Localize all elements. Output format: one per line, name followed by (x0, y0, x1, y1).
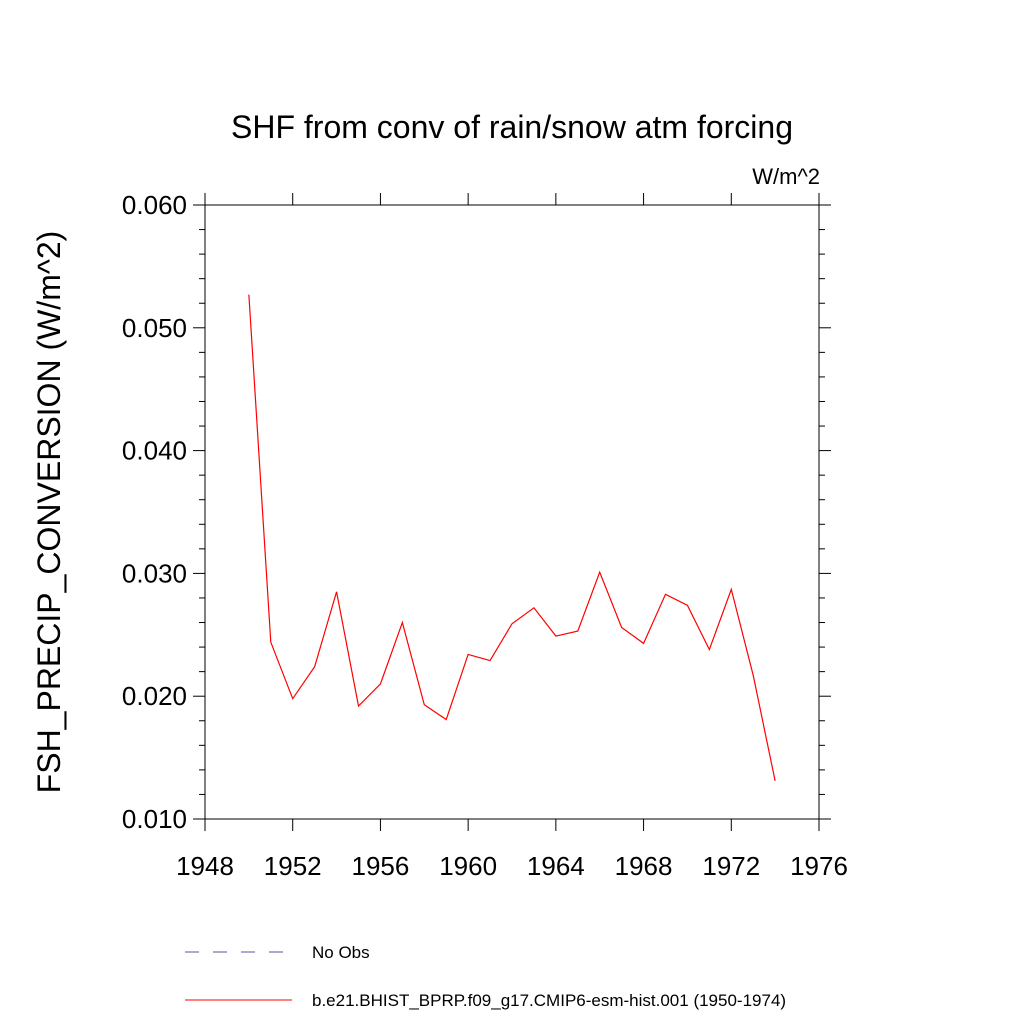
y-tick-label: 0.030 (122, 558, 187, 588)
x-tick-label: 1964 (527, 851, 585, 881)
y-axis-label: FSH_PRECIP_CONVERSION (W/m^2) (31, 231, 67, 794)
y-tick-label: 0.010 (122, 804, 187, 834)
x-axis: 1948 1952 1956 1960 1964 1968 1972 1976 (176, 193, 848, 881)
legend-label: b.e21.BHIST_BPRP.f09_g17.CMIP6-esm-hist.… (312, 991, 786, 1010)
units-label: W/m^2 (752, 164, 820, 189)
plot-frame (204, 204, 820, 820)
chart-title: SHF from conv of rain/snow atm forcing (231, 109, 793, 145)
series-layer (248, 294, 776, 782)
y-tick-label: 0.060 (122, 190, 187, 220)
x-tick-label: 1972 (702, 851, 760, 881)
legend-label: No Obs (312, 943, 370, 962)
x-tick-label: 1976 (790, 851, 848, 881)
y-tick-label: 0.020 (122, 681, 187, 711)
y-axis: 0.010 0.020 0.030 0.040 0.050 0.060 (122, 190, 831, 834)
x-tick-label: 1968 (615, 851, 673, 881)
x-tick-label: 1952 (264, 851, 322, 881)
y-tick-label: 0.040 (122, 436, 187, 466)
x-tick-label: 1960 (439, 851, 497, 881)
y-tick-label: 0.050 (122, 313, 187, 343)
x-tick-label: 1948 (176, 851, 234, 881)
series-line (248, 294, 776, 782)
x-tick-label: 1956 (352, 851, 410, 881)
legend: No Obs b.e21.BHIST_BPRP.f09_g17.CMIP6-esm… (185, 943, 786, 1010)
